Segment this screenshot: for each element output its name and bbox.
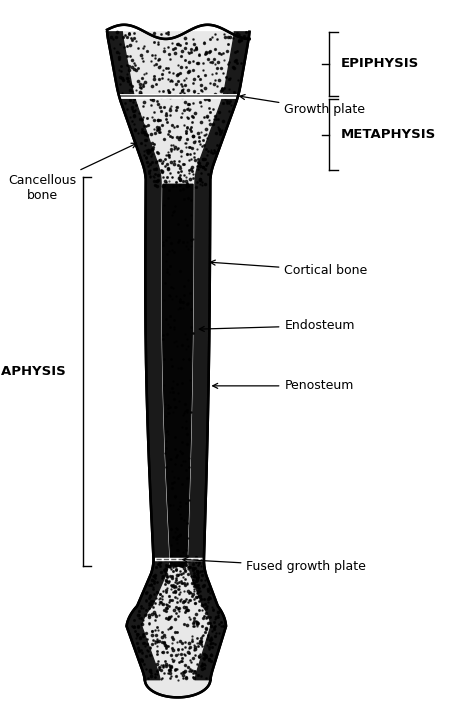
- Text: METAPHYSIS: METAPHYSIS: [340, 128, 436, 141]
- Text: DIAPHYSIS: DIAPHYSIS: [0, 365, 66, 378]
- Polygon shape: [145, 680, 210, 697]
- Text: Endosteum: Endosteum: [199, 319, 355, 332]
- Polygon shape: [107, 32, 169, 680]
- Polygon shape: [163, 184, 193, 566]
- Polygon shape: [107, 32, 249, 680]
- Text: Cortical bone: Cortical bone: [210, 260, 368, 277]
- Polygon shape: [145, 680, 210, 697]
- Text: EPIPHYSIS: EPIPHYSIS: [340, 57, 419, 70]
- Text: Cancellous
bone: Cancellous bone: [9, 143, 137, 202]
- Text: Fused growth plate: Fused growth plate: [183, 557, 366, 573]
- Text: Growth plate: Growth plate: [240, 95, 365, 116]
- Text: Penosteum: Penosteum: [213, 379, 354, 392]
- Polygon shape: [189, 32, 249, 680]
